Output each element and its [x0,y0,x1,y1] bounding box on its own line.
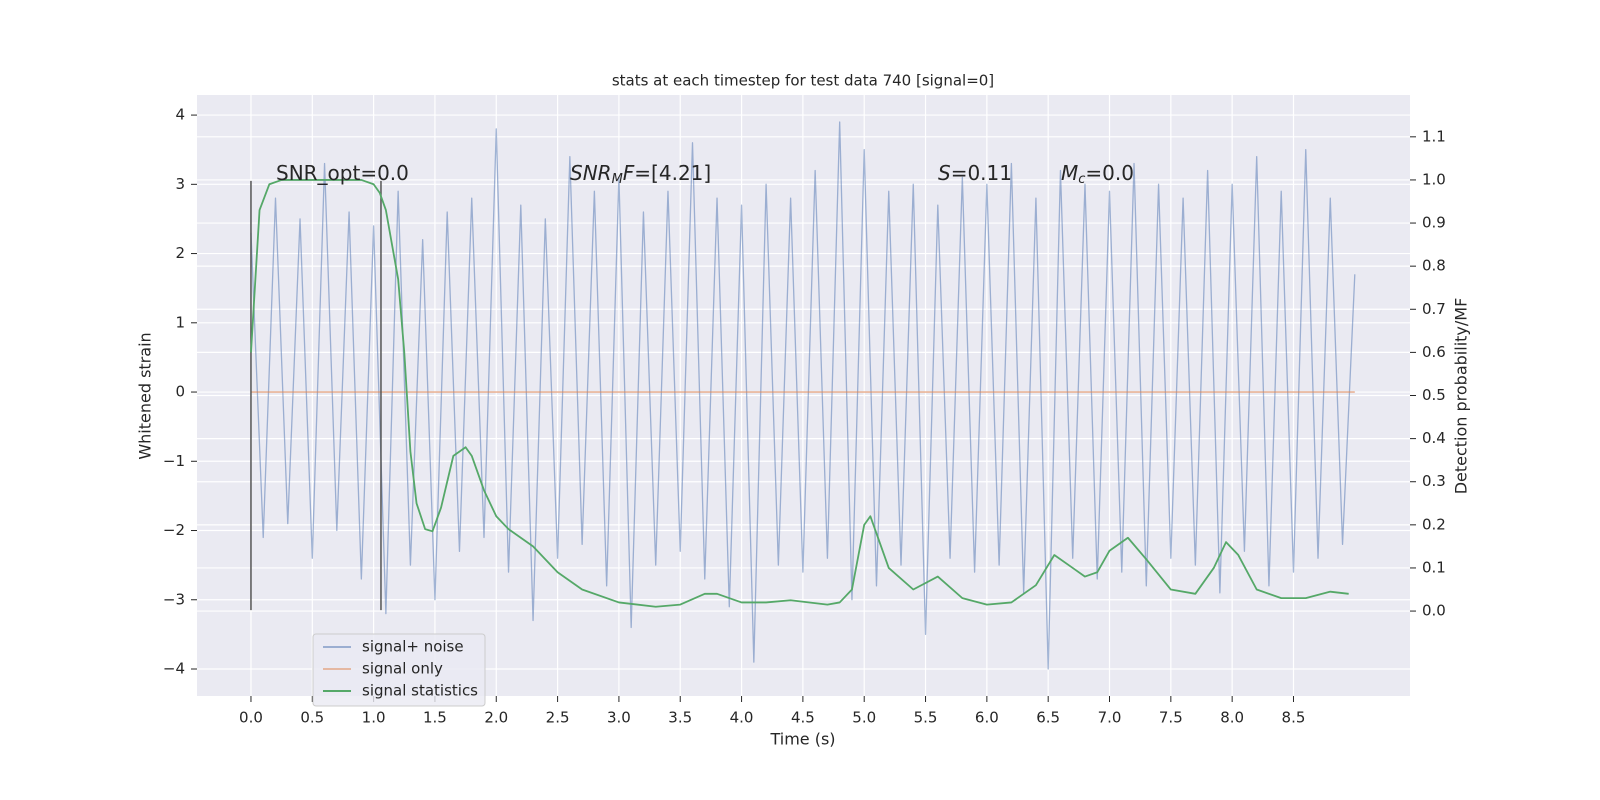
annotation: S=0.11 [938,161,1012,185]
x-tick-label: 2.0 [484,709,508,727]
y2-axis-label: Detection probability/MF [1452,298,1471,495]
annotation-text: =[4.21] [634,161,711,185]
x-tick-label: 8.0 [1220,709,1244,727]
annotation-text: =0.0 [1085,161,1134,185]
x-tick-label: 8.5 [1282,709,1306,727]
series-line [250,179,1349,608]
annotation-text: =0.11 [951,161,1012,185]
x-tick-label: 6.5 [1036,709,1060,727]
y2-tick-label: 0.1 [1422,558,1446,576]
x-tick-label: 7.0 [1098,709,1122,727]
y2-tick-label: 0.9 [1422,214,1446,232]
chart-title: stats at each timestep for test data 740… [612,72,994,90]
x-axis-label: Time (s) [769,730,835,749]
x-tick-label: 3.0 [607,709,631,727]
y2-tick-label: 0.8 [1422,257,1446,275]
y-tick-label: −4 [163,659,185,677]
x-tick-label: 2.5 [546,709,570,727]
x-tick-label: 5.5 [914,709,938,727]
y-tick-label: −1 [163,452,185,470]
y2-tick-label: 0.3 [1422,472,1446,490]
x-tick-label: 0.0 [239,709,263,727]
x-tick-label: 1.5 [423,709,447,727]
y-tick-label: −2 [163,521,185,539]
y2-tick-label: 0.4 [1422,429,1446,447]
x-tick-label: 4.5 [791,709,815,727]
annotation-text: S [938,161,951,185]
y2-tick-label: 1.0 [1422,170,1446,188]
legend-label: signal statistics [362,682,478,700]
y-tick-label: 3 [175,175,185,193]
x-tick-label: 7.5 [1159,709,1183,727]
y-axis-label: Whitened strain [136,332,155,459]
series-line [250,121,1356,670]
annotation-text: F [623,161,635,185]
annotation-text: M [1061,161,1078,185]
annotation: Mc=0.0 [1061,161,1134,187]
y-tick-label: 4 [175,106,185,124]
x-tick-label: 0.5 [300,709,324,727]
x-tick-label: 3.5 [668,709,692,727]
y-tick-label: 1 [175,313,185,331]
legend-label: signal only [362,660,443,678]
y2-tick-label: 0.0 [1422,602,1446,620]
marks [250,121,1356,670]
y2-tick-label: 0.2 [1422,515,1446,533]
x-tick-label: 6.0 [975,709,999,727]
y2-tick-label: 1.1 [1422,127,1446,145]
y2-tick-label: 0.6 [1422,343,1446,361]
y-tick-label: 2 [175,244,185,262]
annotation-subscript: c [1078,172,1085,187]
x-tick-label: 5.0 [852,709,876,727]
y-tick-label: −3 [163,590,185,608]
legend-label: signal+ noise [362,638,464,656]
legend-box [312,633,486,707]
annotation: SNR_opt=0.0 [276,161,409,185]
y-tick-label: 0 [175,383,185,401]
annotation-text: SNR_opt=0.0 [276,161,409,185]
x-tick-label: 1.0 [362,709,386,727]
annotation-subscript: M [612,172,623,187]
legend: signal+ noise signal only signal statistic… [312,633,486,707]
y2-tick-label: 0.7 [1422,300,1446,318]
annotation-text: SNR [570,161,612,185]
x-tick-label: 4.0 [730,709,754,727]
annotation: SNRMF=[4.21] [570,161,711,187]
y2-tick-label: 0.5 [1422,386,1446,404]
